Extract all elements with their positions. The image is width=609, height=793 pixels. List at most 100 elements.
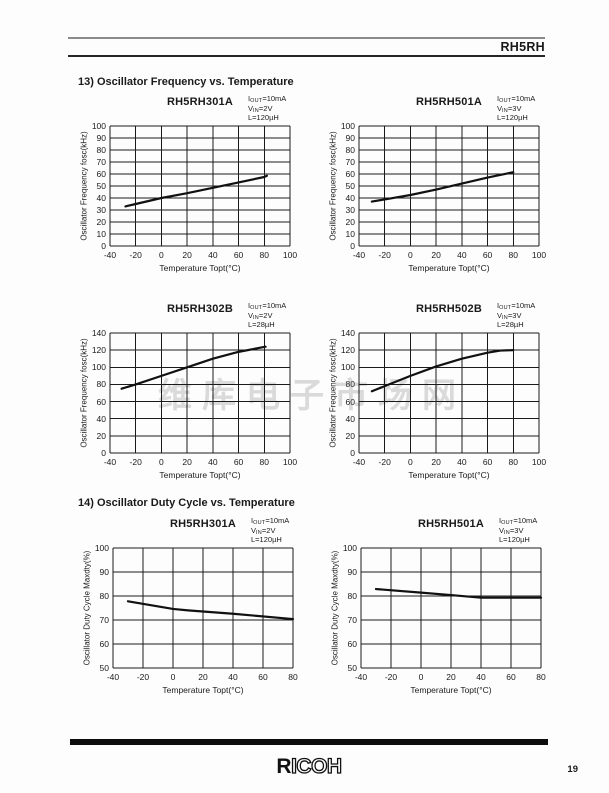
ricoh-logo: RICOH (249, 754, 369, 779)
x-axis-label: Temperature Topt(°C) (159, 263, 241, 273)
x-tick-label: 60 (233, 457, 244, 467)
y-ticks: 100 90 80 70 60 50 40 30 20 10 0 (317, 92, 567, 280)
x-tick-label: -40 (354, 672, 368, 682)
chart-title: RH5RH302B (167, 303, 233, 315)
condition-line: L=120µH (251, 535, 282, 544)
y-tick-label: 60 (347, 639, 357, 649)
x-tick-label: 80 (259, 457, 270, 467)
x-axis-label: Temperature Topt(°C) (162, 685, 244, 695)
y-tick-label: 10 (345, 229, 355, 239)
condition-line: IOUT=10mA (248, 301, 287, 311)
y-tick-label: 50 (347, 663, 357, 673)
y-tick-label: 20 (345, 217, 355, 227)
x-tick-label: 20 (431, 250, 441, 260)
chart-conditions: IOUT=10mA VIN=3V L=120µH (497, 94, 535, 123)
grid-lines (358, 125, 540, 247)
chart-rh5rh302b-frequency: RH5RH302B IOUT=10mA VIN=2V L=28µH Oscillat… (68, 299, 318, 487)
x-tick-label: -20 (378, 250, 391, 260)
header-rule-bottom (68, 55, 545, 57)
x-tick-label: 40 (228, 672, 238, 682)
x-tick-label: -20 (129, 250, 142, 260)
data-line (124, 174, 268, 208)
y-tick-label: 100 (340, 121, 355, 131)
x-ticks: -40 -20 0 20 40 60 80 100 (68, 299, 318, 487)
condition-line: IOUT=10mA (497, 94, 536, 104)
y-tick-label: 140 (340, 328, 355, 338)
chart-plot (360, 547, 543, 669)
condition-line: L=120µH (497, 113, 528, 122)
y-tick-label: 40 (345, 193, 355, 203)
y-tick-label: 60 (99, 639, 109, 649)
grid-lines (109, 332, 291, 454)
y-ticks: 100 90 80 70 60 50 40 30 20 10 0 (68, 92, 318, 280)
header-rule-top (68, 37, 545, 39)
x-axis-label: Temperature Topt(°C) (408, 263, 490, 273)
chart-rh5rh501a-duty-cycle: RH5RH501A IOUT=10mA VIN=3V L=120µH Oscilla… (319, 514, 569, 702)
chart-title: RH5RH301A (170, 518, 236, 530)
x-tick-label: -40 (103, 250, 117, 260)
x-ticks: -40 -20 0 20 40 60 80 100 (68, 92, 318, 280)
chart-conditions: IOUT=10mA VIN=2V L=28µH (248, 301, 286, 330)
x-tick-label: -20 (129, 457, 142, 467)
x-ticks: -40 -20 0 20 40 60 80 100 (317, 299, 567, 487)
watermark-text: 维库电子市场网 (158, 377, 466, 415)
y-tick-label: 70 (347, 615, 357, 625)
chart-plot (358, 125, 540, 247)
x-tick-label: 60 (506, 672, 516, 682)
x-tick-label: -40 (352, 250, 366, 260)
condition-line: VIN=2V (251, 525, 276, 536)
y-tick-label: 0 (101, 241, 106, 251)
y-ticks: 100 90 80 70 60 50 (71, 514, 321, 702)
x-axis-label: Temperature Topt(°C) (159, 470, 241, 480)
condition-line: VIN=3V (497, 310, 522, 321)
y-tick-label: 90 (99, 567, 109, 577)
chart-rh5rh301a-duty-cycle: RH5RH301A IOUT=10mA VIN=2V L=120µH Oscilla… (71, 514, 321, 702)
x-tick-label: 60 (482, 457, 493, 467)
x-tick-label: 20 (182, 250, 192, 260)
ricoh-logo-solid-letter: R (276, 755, 292, 778)
y-ticks: 140 120 100 80 60 40 20 0 (68, 299, 318, 487)
y-tick-label: 60 (96, 169, 106, 179)
x-tick-label: 40 (457, 250, 467, 260)
x-tick-label: 60 (258, 672, 268, 682)
x-tick-label: 100 (282, 250, 298, 260)
y-tick-label: 40 (96, 193, 106, 203)
y-tick-label: 0 (350, 241, 355, 251)
x-tick-label: 80 (508, 457, 519, 467)
y-tick-label: 90 (96, 133, 106, 143)
y-tick-label: 40 (96, 413, 106, 424)
y-tick-label: 30 (345, 205, 355, 215)
y-tick-label: 100 (340, 362, 355, 373)
y-tick-label: 90 (347, 567, 357, 577)
chart-rh5rh501a-frequency: RH5RH501A IOUT=10mA VIN=3V L=120µH Oscilla… (317, 92, 567, 280)
x-tick-label: 0 (159, 457, 164, 467)
chart-conditions: IOUT=10mA VIN=3V L=120µH (499, 516, 537, 545)
y-tick-label: 120 (340, 345, 355, 356)
x-axis-label: Temperature Topt(°C) (408, 470, 490, 480)
y-tick-label: 30 (96, 205, 106, 215)
y-tick-label: 90 (345, 133, 355, 143)
footer-rule (70, 739, 548, 745)
x-tick-label: 80 (259, 250, 270, 260)
x-tick-label: 40 (208, 457, 218, 467)
x-ticks: -40 -20 0 20 40 60 80 (71, 514, 321, 702)
section-13-title: 13) Oscillator Frequency vs. Temperature (78, 76, 294, 88)
x-tick-label: 100 (531, 457, 547, 467)
chart-title: RH5RH502B (416, 303, 482, 315)
data-line (370, 171, 515, 203)
y-tick-label: 80 (99, 591, 109, 601)
y-tick-label: 100 (91, 362, 106, 373)
x-tick-label: 0 (408, 250, 413, 260)
x-tick-label: 0 (408, 457, 413, 467)
y-tick-label: 70 (96, 157, 106, 167)
chart-title: RH5RH501A (416, 96, 482, 108)
x-tick-label: 20 (446, 672, 456, 682)
x-ticks: -40 -20 0 20 40 60 80 100 (317, 92, 567, 280)
x-tick-label: 20 (182, 457, 192, 467)
condition-line: L=28µH (497, 320, 524, 329)
y-tick-label: 20 (345, 430, 355, 441)
x-tick-label: 20 (198, 672, 208, 682)
y-tick-label: 80 (96, 379, 106, 390)
chart-rh5rh502b-frequency: RH5RH502B IOUT=10mA VIN=3V L=28µH Oscillat… (317, 299, 567, 487)
chart-rh5rh301a-frequency: RH5RH301A IOUT=10mA VIN=2V L=120µH Oscilla… (68, 92, 318, 280)
